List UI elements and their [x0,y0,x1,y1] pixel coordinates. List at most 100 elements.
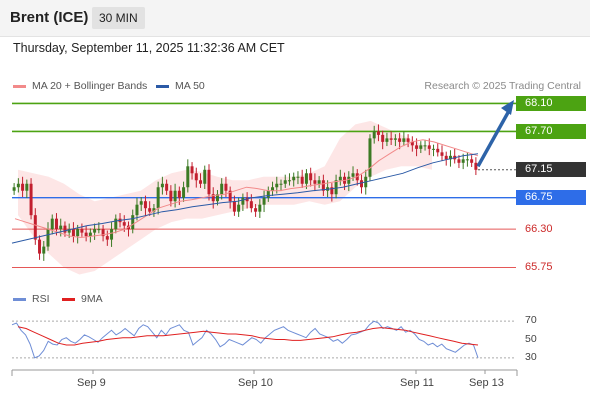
candle-body-61 [271,187,275,191]
candle-body-71 [313,180,317,184]
candle-body-23 [110,229,114,240]
ma50-legend-label: MA 50 [175,80,205,92]
candle-body-70 [309,173,313,181]
candle-body-100 [436,148,440,153]
candle-body-18 [88,232,92,237]
candle-body-46 [207,169,211,195]
candle-body-39 [177,190,181,198]
candle-body-21 [101,229,105,237]
candle-body-49 [220,183,224,195]
candle-body-102 [444,155,448,160]
candle-body-54 [241,197,245,205]
candle-body-107 [465,159,469,161]
rsi-ma-legend-swatch [62,298,75,301]
candle-body-58 [258,204,262,212]
candle-body-77 [338,176,342,181]
candle-body-88 [385,138,389,142]
candle-body-43 [194,173,198,181]
candle-body-63 [279,183,283,185]
candle-body-64 [283,180,287,184]
candle-body-40 [182,187,186,198]
candle-body-96 [419,145,423,149]
candle-body-92 [402,138,406,142]
candle-body-0 [12,187,16,191]
candle-body-85 [372,131,376,139]
candle-body-51 [228,190,232,202]
candle-body-97 [423,145,427,147]
candle-body-91 [398,138,402,142]
level-label-3: 66.75 [516,190,586,206]
candle-body-90 [393,138,397,140]
candle-body-56 [249,201,253,209]
candle-body-11 [59,225,63,230]
candle-body-1 [16,183,20,188]
candle-body-33 [152,208,156,212]
candle-body-45 [203,169,207,184]
candle-body-19 [93,229,97,233]
x-tick-label-1: Sep 10 [238,377,273,389]
candle-body-82 [360,180,363,188]
level-label-0: 68.10 [516,95,586,111]
level-label-4: 66.30 [525,222,553,235]
candle-body-68 [300,176,304,184]
candle-body-29 [135,204,139,216]
ma50-legend-swatch [156,85,169,88]
level-label-5: 65.75 [525,261,553,274]
candle-body-8 [46,229,50,247]
candle-body-65 [287,180,291,182]
candle-body-10 [54,218,58,230]
candle-body-3 [25,183,29,191]
candle-body-50 [224,183,228,191]
x-tick-label-3: Sep 13 [469,377,504,389]
candle-body-24 [114,218,118,230]
rsi-ma-line [17,326,479,346]
candle-body-15 [76,229,80,237]
candle-body-52 [232,201,236,212]
interval-selector[interactable]: 30 MIN [92,7,145,29]
candle-body-42 [190,166,194,174]
candle-body-98 [427,145,431,149]
rsi-tick-1: 50 [525,332,537,345]
candle-body-5 [33,215,37,240]
candle-body-22 [105,236,109,240]
rsi-legend-swatch [13,298,26,301]
candle-body-35 [160,183,164,188]
instrument-title: Brent (ICE) [10,9,89,26]
candle-body-60 [266,190,270,198]
candle-body-80 [351,173,355,177]
candle-body-105 [457,159,461,163]
candle-body-84 [368,138,372,177]
candle-body-66 [292,176,296,181]
forecast-arrow-head [501,99,514,115]
candle-body-44 [199,180,203,184]
candle-body-17 [84,232,88,237]
candle-body-95 [415,145,419,149]
candle-body-14 [71,229,75,237]
ma20-line [14,139,479,239]
candle-body-4 [29,183,33,216]
candle-body-76 [334,180,338,195]
candle-body-13 [67,229,71,233]
candle-body-103 [448,155,452,160]
level-label-1: 67.70 [516,123,586,139]
candle-body-32 [148,208,152,212]
header-bar: Brent (ICE) 30 MIN [0,0,590,37]
candle-body-2 [21,183,25,191]
candle-body-99 [432,148,436,150]
candle-body-79 [347,176,351,184]
candle-body-12 [63,225,67,233]
candle-body-101 [440,152,444,156]
candle-body-34 [156,187,160,209]
candle-body-6 [38,239,42,254]
level-label-2: 67.15 [516,162,586,178]
candle-body-47 [211,194,215,202]
candle-body-38 [173,190,177,202]
candle-body-89 [389,138,393,140]
candle-body-62 [275,183,279,188]
timestamp: Thursday, September 11, 2025 11:32:36 AM… [13,41,285,55]
candle-body-72 [317,180,321,184]
candle-body-48 [215,194,219,202]
candle-body-20 [97,229,101,231]
candle-body-53 [237,204,241,212]
